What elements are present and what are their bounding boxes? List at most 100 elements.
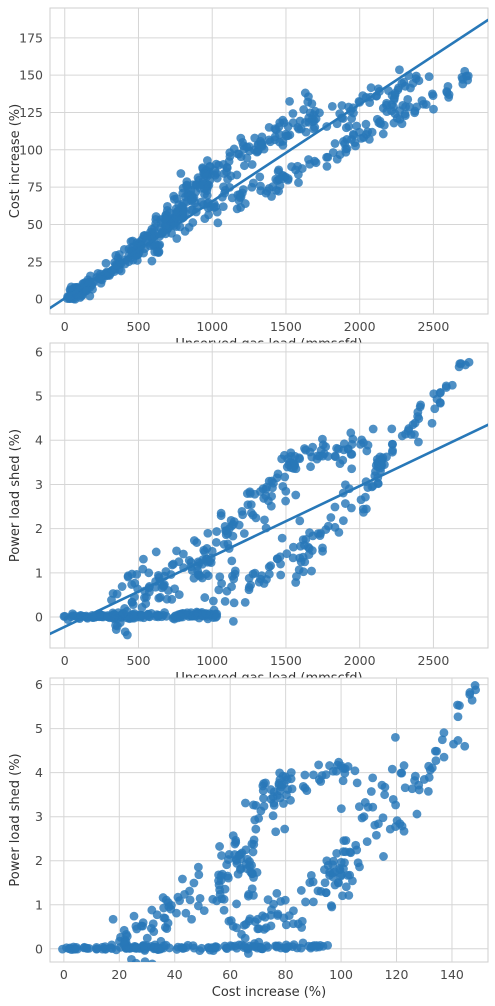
data-point — [172, 546, 181, 556]
data-point — [387, 764, 397, 774]
data-point — [248, 510, 258, 520]
data-point — [159, 903, 169, 913]
data-point — [439, 752, 449, 762]
data-point — [296, 124, 306, 134]
data-point — [281, 486, 291, 496]
data-point — [439, 728, 449, 738]
data-point — [229, 598, 239, 608]
data-point — [189, 878, 199, 888]
data-point — [351, 840, 361, 850]
data-point — [467, 695, 477, 705]
data-point — [314, 775, 324, 784]
marks — [50, 18, 488, 310]
data-point — [338, 516, 348, 526]
data-point — [215, 572, 225, 582]
data-point — [154, 610, 164, 620]
data-point — [108, 914, 118, 924]
data-point — [280, 895, 290, 905]
data-point — [399, 826, 409, 836]
data-point — [360, 798, 370, 807]
y-tick-label: 2 — [35, 521, 43, 536]
data-point — [219, 539, 229, 549]
data-point — [219, 905, 229, 915]
data-point — [441, 383, 451, 392]
data-point — [231, 835, 241, 845]
data-point — [264, 569, 274, 579]
data-point — [289, 464, 298, 473]
data-point — [465, 688, 475, 697]
data-point — [356, 495, 366, 505]
data-point — [285, 96, 294, 106]
data-point — [240, 597, 250, 607]
data-point — [243, 949, 253, 958]
data-point — [280, 472, 290, 482]
data-point — [184, 222, 194, 232]
data-point — [327, 101, 337, 111]
y-tick-label: 1 — [35, 897, 43, 912]
data-point — [464, 357, 474, 367]
data-point — [228, 617, 238, 626]
regression-line — [50, 423, 488, 636]
data-point — [296, 886, 306, 895]
x-tick-label: 1500 — [270, 319, 302, 334]
data-point — [288, 553, 298, 563]
x-tick-label: 40 — [167, 967, 183, 982]
y-tick-label: 5 — [35, 389, 43, 404]
data-point — [341, 882, 351, 892]
data-point — [200, 214, 210, 224]
data-point — [250, 568, 260, 578]
data-point — [165, 208, 174, 218]
data-point — [137, 611, 147, 620]
data-point — [346, 449, 356, 459]
data-point — [303, 97, 313, 107]
x-tick-label: 2500 — [418, 653, 450, 668]
x-tick-label: 500 — [127, 653, 151, 668]
data-point — [307, 546, 317, 555]
data-point — [248, 869, 257, 879]
data-point — [321, 888, 331, 898]
data-point — [407, 784, 417, 794]
data-point — [172, 194, 182, 204]
data-point — [371, 467, 380, 476]
data-point — [256, 181, 265, 191]
data-point — [193, 901, 203, 911]
data-point — [341, 836, 351, 845]
data-point — [309, 124, 319, 134]
y-tick-label: 0 — [35, 292, 43, 307]
data-point — [353, 858, 363, 868]
data-point — [357, 813, 367, 823]
data-point — [356, 133, 366, 143]
data-point — [379, 852, 388, 861]
data-point — [85, 291, 95, 301]
data-point — [338, 847, 348, 857]
data-point — [142, 933, 152, 943]
data-point — [282, 790, 291, 800]
data-point — [400, 783, 410, 793]
data-point — [127, 597, 137, 607]
data-point — [453, 712, 463, 722]
x-tick-label: 0 — [60, 967, 68, 982]
data-point — [194, 870, 204, 880]
data-point — [216, 508, 226, 518]
data-point — [211, 159, 221, 169]
data-point — [274, 175, 284, 184]
data-point — [227, 556, 237, 566]
data-point — [350, 138, 360, 148]
data-point — [307, 566, 316, 576]
data-point — [209, 203, 219, 212]
data-point — [299, 540, 309, 550]
data-point — [198, 609, 207, 619]
data-point — [258, 781, 268, 791]
y-tick-label: 0 — [35, 941, 43, 956]
data-point — [427, 418, 437, 428]
data-point — [340, 499, 350, 508]
data-point — [235, 865, 245, 874]
data-point — [266, 785, 276, 794]
data-point — [161, 220, 170, 230]
data-point — [232, 923, 241, 933]
data-point — [378, 129, 388, 139]
data-point — [388, 794, 398, 804]
data-point — [414, 780, 424, 790]
data-point — [184, 555, 194, 565]
data-point — [288, 109, 298, 118]
